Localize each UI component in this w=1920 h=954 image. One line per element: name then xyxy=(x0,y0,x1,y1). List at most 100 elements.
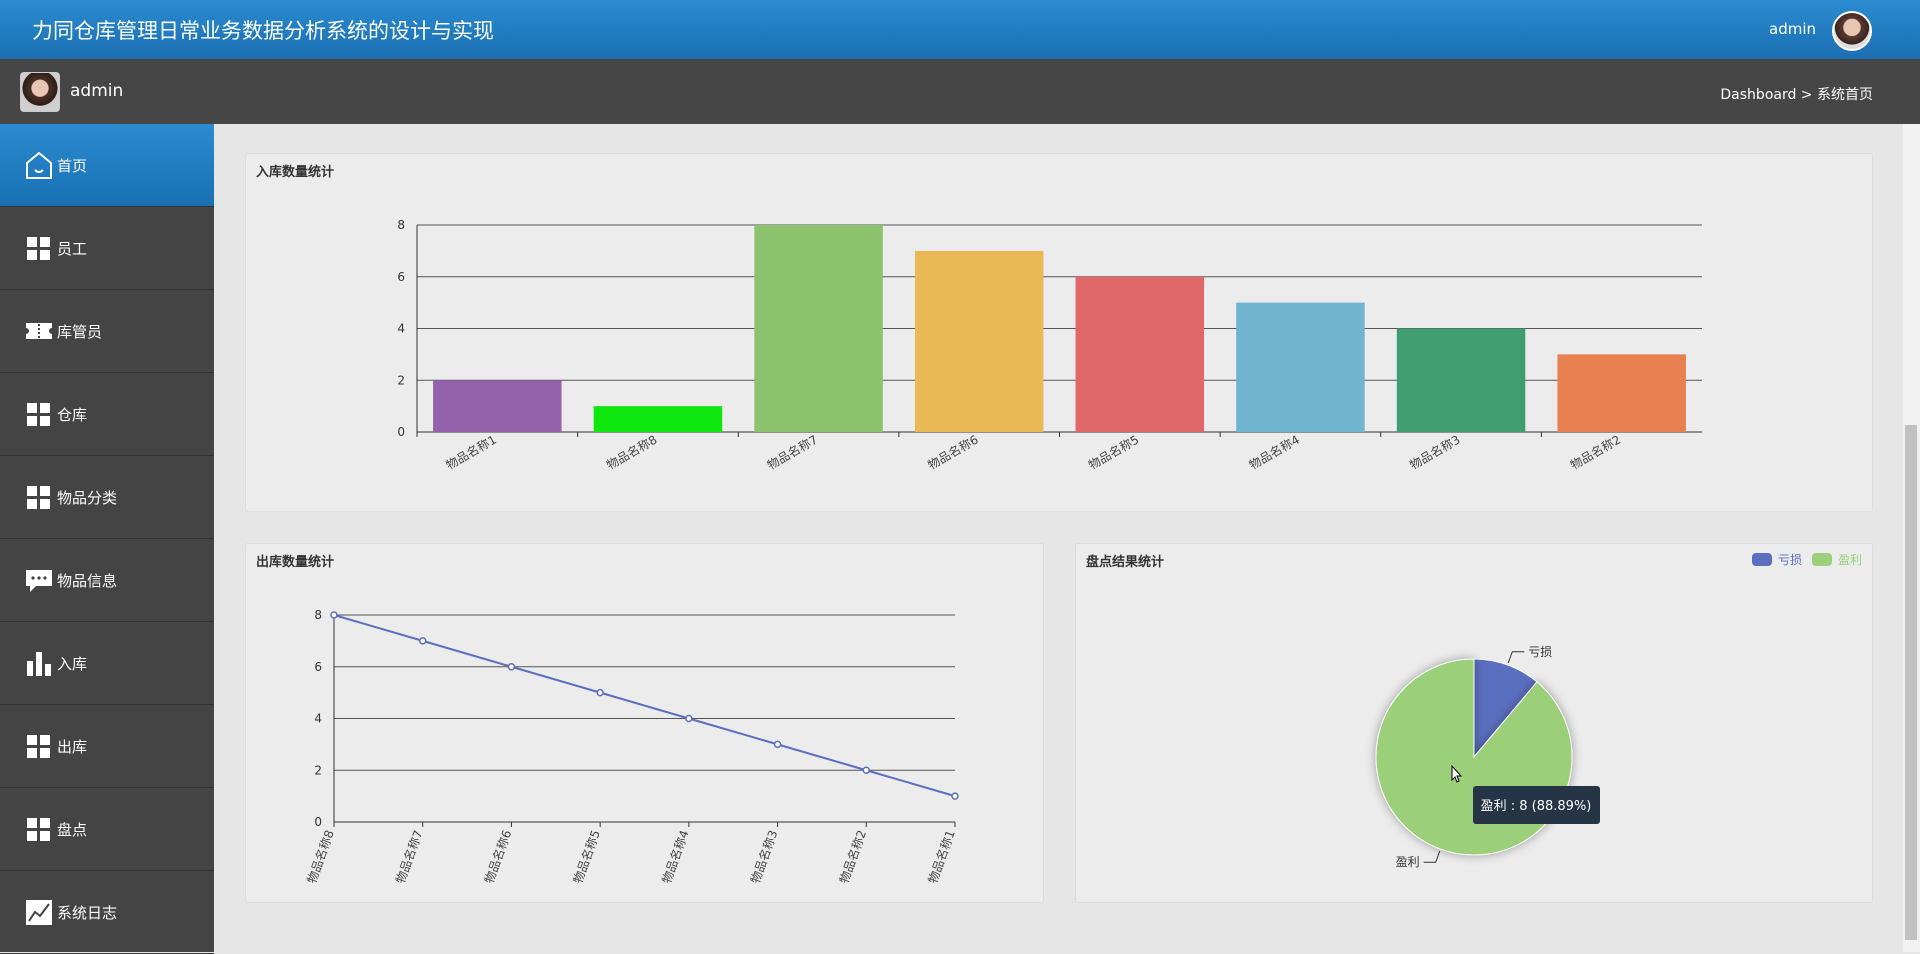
menu-label[interactable]: 物品分类 xyxy=(57,489,118,507)
x-tick-label: 物品名称6 xyxy=(481,828,514,885)
y-tick-label: 0 xyxy=(397,425,405,439)
line xyxy=(333,614,956,798)
bar xyxy=(1075,276,1205,432)
legend-label: 盈利 xyxy=(1838,553,1862,567)
bar xyxy=(1557,354,1686,432)
bar xyxy=(1236,302,1365,432)
menu-label[interactable]: 物品信息 xyxy=(57,572,118,590)
point xyxy=(862,766,871,774)
point xyxy=(507,663,516,671)
chart-panel: 盘点结果统计 亏损 盈利 盈利 亏损 盈利 : 8 (88.89%) xyxy=(1075,543,1873,903)
user-name[interactable]: admin xyxy=(1769,20,1816,38)
x-tick-label: 物品名称3 xyxy=(1407,432,1463,473)
bar xyxy=(433,380,562,432)
chart-title: 出库数量统计 xyxy=(256,554,334,570)
x-tick-label: 物品名称4 xyxy=(1246,432,1302,473)
scroll-thumb[interactable] xyxy=(1905,425,1917,940)
slice-label: 盈利 xyxy=(1396,855,1420,869)
x-tick-label: 物品名称6 xyxy=(925,432,981,473)
menu-label[interactable]: 员工 xyxy=(57,240,88,258)
x-tick-label: 物品名称7 xyxy=(392,828,425,885)
menu-item[interactable]: 物品信息 xyxy=(0,539,214,622)
x-tick-label: 物品名称8 xyxy=(604,432,660,473)
point xyxy=(773,740,782,749)
menu-label[interactable]: 仓库 xyxy=(57,406,88,424)
menu-label[interactable]: 出库 xyxy=(57,738,88,756)
y-tick-label: 4 xyxy=(314,712,322,726)
bar xyxy=(593,406,723,432)
menu-item[interactable]: 仓库 xyxy=(0,373,214,456)
menu-icon xyxy=(27,735,50,758)
avatar[interactable] xyxy=(1832,11,1872,51)
chart-title: 盘点结果统计 xyxy=(1086,554,1164,570)
x-tick-label: 物品名称1 xyxy=(443,432,499,473)
menu-label[interactable]: 盘点 xyxy=(57,821,88,839)
top-bar: 力同仓库管理日常业务数据分析系统的设计与实现 admin xyxy=(0,0,1920,59)
chart-title: 入库数量统计 xyxy=(256,164,334,180)
point xyxy=(596,688,604,697)
y-tick-label: 4 xyxy=(397,322,405,336)
menu-item[interactable]: 入库 xyxy=(0,622,214,705)
menu-label[interactable]: 首页 xyxy=(57,157,88,175)
x-tick-label: 物品名称1 xyxy=(925,828,958,885)
x-tick-label: 物品名称5 xyxy=(570,828,603,885)
x-tick-label: 物品名称8 xyxy=(304,828,337,885)
y-tick-label: 0 xyxy=(314,815,322,829)
menu-item[interactable]: 员工 xyxy=(0,207,214,290)
app-title: 力同仓库管理日常业务数据分析系统的设计与实现 xyxy=(32,19,494,43)
point xyxy=(418,637,427,645)
menu-icon xyxy=(27,237,50,260)
sidebar: 首页员工库管员仓库物品分类物品信息入库出库盘点系统日志 xyxy=(0,124,214,954)
menu-label[interactable]: 系统日志 xyxy=(57,904,118,922)
menu-icon xyxy=(26,151,52,179)
legend-swatch xyxy=(1811,553,1832,566)
bar xyxy=(1396,328,1526,432)
menu-icon xyxy=(27,652,51,676)
menu-item[interactable]: 首页 xyxy=(0,124,214,207)
menu-icon xyxy=(26,570,52,592)
chart-panel: 入库数量统计 0 2 4 6 8 物品名称1 物品名称8 物品名称7 物品名称6 物品名称5 物品名称… xyxy=(245,153,1873,512)
y-tick-label: 8 xyxy=(397,218,405,232)
menu-label[interactable]: 入库 xyxy=(57,655,88,673)
tooltip-text: 盈利 : 8 (88.89%) xyxy=(1481,799,1592,814)
point xyxy=(951,792,959,800)
y-tick-label: 6 xyxy=(314,660,322,674)
x-tick-label: 物品名称2 xyxy=(836,828,869,885)
menu-icon xyxy=(26,900,52,925)
menu-item[interactable]: 库管员 xyxy=(0,290,214,373)
sub-bar: admin Dashboard > 系统首页 xyxy=(0,59,1920,124)
legend-swatch xyxy=(1751,553,1772,566)
bar xyxy=(754,225,883,432)
y-tick-label: 6 xyxy=(397,270,405,284)
menu-item[interactable]: 出库 xyxy=(0,705,214,788)
point xyxy=(330,611,338,619)
chart: 入库数量统计 0 2 4 6 8 物品名称1 物品名称8 物品名称7 物品名称6 物品名称5 物品名称… xyxy=(256,164,1702,473)
chart-panel: 出库数量统计 0 2 4 6 8 物品名称8 物品名称7 物品名称6 物品名称5 物品名称4 物品名称… xyxy=(245,543,1044,903)
tooltip xyxy=(1473,786,1600,824)
menu-label[interactable]: 库管员 xyxy=(57,323,103,341)
menu-icon xyxy=(27,486,50,509)
y-tick-label: 8 xyxy=(314,608,322,622)
menu-item[interactable]: 物品分类 xyxy=(0,456,214,539)
pie-slice xyxy=(1473,658,1538,759)
slice-label: 亏损 xyxy=(1528,645,1552,659)
chart: 出库数量统计 0 2 4 6 8 物品名称8 物品名称7 物品名称6 物品名称5 物品名称4 物品名称… xyxy=(256,554,959,885)
legend-label: 亏损 xyxy=(1778,553,1802,567)
x-tick-label: 物品名称4 xyxy=(659,828,692,885)
menu-icon xyxy=(27,818,50,841)
menu-item[interactable]: 盘点 xyxy=(0,788,214,871)
label-line xyxy=(1423,850,1441,863)
x-tick-label: 物品名称7 xyxy=(764,432,820,473)
pie-slice xyxy=(1375,658,1573,856)
label-line xyxy=(1507,651,1525,664)
menu-item[interactable]: 系统日志 xyxy=(0,871,214,954)
breadcrumb[interactable]: Dashboard > 系统首页 xyxy=(1720,87,1873,103)
cursor xyxy=(1451,764,1463,783)
avatar xyxy=(20,72,60,112)
x-tick-label: 物品名称5 xyxy=(1086,432,1142,473)
x-tick-label: 物品名称2 xyxy=(1568,432,1624,473)
user-name: admin xyxy=(70,81,124,101)
point xyxy=(685,714,693,723)
